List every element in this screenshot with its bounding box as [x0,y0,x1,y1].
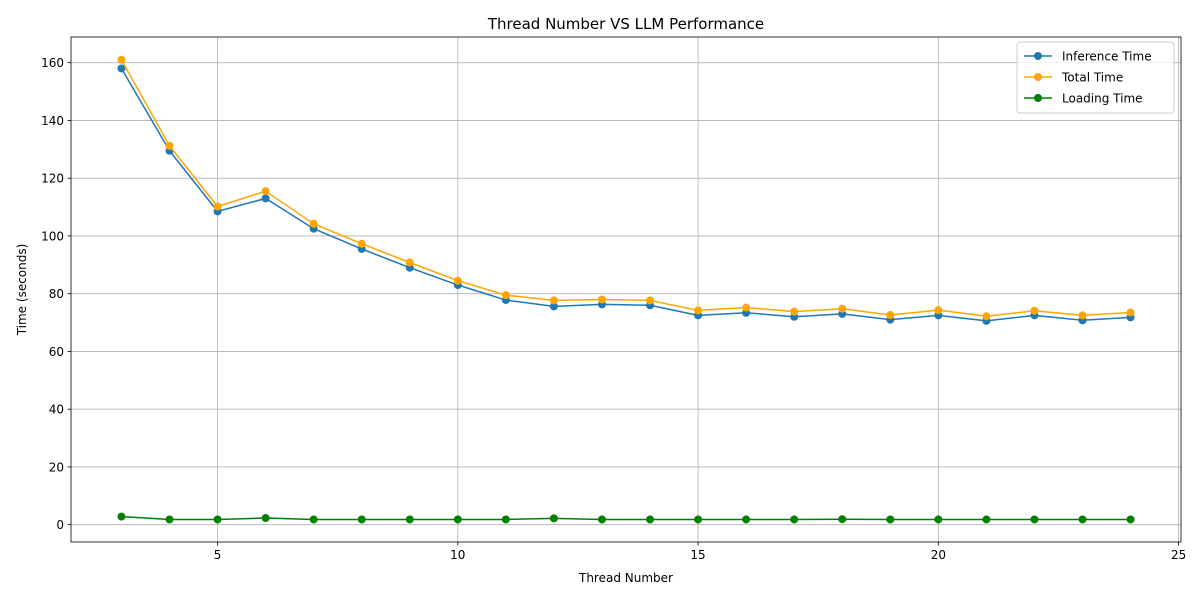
data-point-total-time [261,187,270,196]
data-point-loading-time [1126,515,1135,524]
data-point-loading-time [213,515,222,524]
data-point-total-time [501,291,510,300]
series-layer [117,55,1135,524]
data-point-total-time [357,239,366,248]
legend-label-total-time: Total Time [1061,71,1123,85]
data-point-total-time [694,306,703,315]
data-point-loading-time [886,515,895,524]
x-tick-label: 20 [931,548,946,562]
x-axis: 5 10 15 20 25 [214,542,1186,562]
data-point-total-time [982,312,991,321]
plot-area [71,37,1181,542]
data-point-inference-time [117,64,126,73]
legend: Inference Time Total Time Loading Time [1016,41,1175,114]
legend-marker-total-time [1034,73,1042,81]
legend-box [1016,41,1175,114]
y-tick-label: 80 [49,287,64,301]
data-point-loading-time [357,515,366,524]
series-total-time [117,55,1135,321]
legend-label-loading-time: Loading Time [1062,92,1143,106]
series-loading-time [117,512,1135,524]
data-point-total-time [453,276,462,285]
data-point-total-time [213,202,222,211]
data-point-loading-time [694,515,703,524]
data-point-total-time [309,219,318,228]
data-point-loading-time [742,515,751,524]
data-point-total-time [790,307,799,316]
data-point-loading-time [501,515,510,524]
y-tick-label: 100 [41,229,64,243]
data-point-total-time [165,141,174,150]
data-point-loading-time [790,515,799,524]
plot-frame [70,36,1182,543]
legend-marker-inference-time [1034,52,1042,60]
y-tick-label: 120 [41,172,64,186]
data-point-total-time [742,303,751,312]
x-tick-label: 25 [1171,548,1186,562]
x-axis-title: Thread Number [578,571,673,585]
series-line-loading-time [121,515,1131,521]
data-point-total-time [646,296,655,305]
y-tick-label: 60 [49,345,64,359]
chart-title: Thread Number VS LLM Performance [487,15,764,33]
y-tick-label: 160 [41,56,64,70]
data-point-loading-time [646,515,655,524]
data-point-loading-time [838,515,847,524]
legend-marker-loading-time [1034,94,1042,102]
x-tick-label: 10 [450,548,465,562]
data-point-total-time [886,311,895,320]
data-point-loading-time [117,512,126,521]
y-axis-title: Time (seconds) [15,244,29,337]
data-point-loading-time [405,515,414,524]
series-line-inference-time [120,68,1131,322]
y-tick-label: 20 [49,460,64,474]
data-point-total-time [1126,308,1135,317]
data-point-loading-time [982,515,991,524]
data-point-loading-time [549,514,558,523]
y-tick-label: 140 [41,114,64,128]
data-point-loading-time [309,515,318,524]
data-point-inference-time [261,194,270,203]
y-axis: 0 20 40 60 80 100 120 140 160 [41,56,71,532]
data-point-loading-time [934,515,943,524]
y-tick-label: 0 [56,518,64,532]
data-point-loading-time [165,515,174,524]
grid [71,37,1181,542]
data-point-loading-time [597,515,606,524]
data-point-loading-time [261,514,270,523]
legend-label-inference-time: Inference Time [1062,50,1152,64]
data-point-total-time [838,304,847,313]
data-point-total-time [597,295,606,304]
series-line-total-time [120,59,1131,317]
x-tick-label: 5 [214,548,222,562]
data-point-inference-time [549,302,558,311]
y-tick-label: 40 [49,403,64,417]
data-point-loading-time [453,515,462,524]
data-point-total-time [405,258,414,267]
data-point-total-time [1030,306,1039,315]
data-point-loading-time [1030,515,1039,524]
data-point-total-time [1078,311,1087,320]
data-point-total-time [549,296,558,305]
data-point-loading-time [1078,515,1087,524]
x-tick-label: 15 [690,548,705,562]
data-point-total-time [117,55,126,64]
data-point-total-time [934,306,943,315]
